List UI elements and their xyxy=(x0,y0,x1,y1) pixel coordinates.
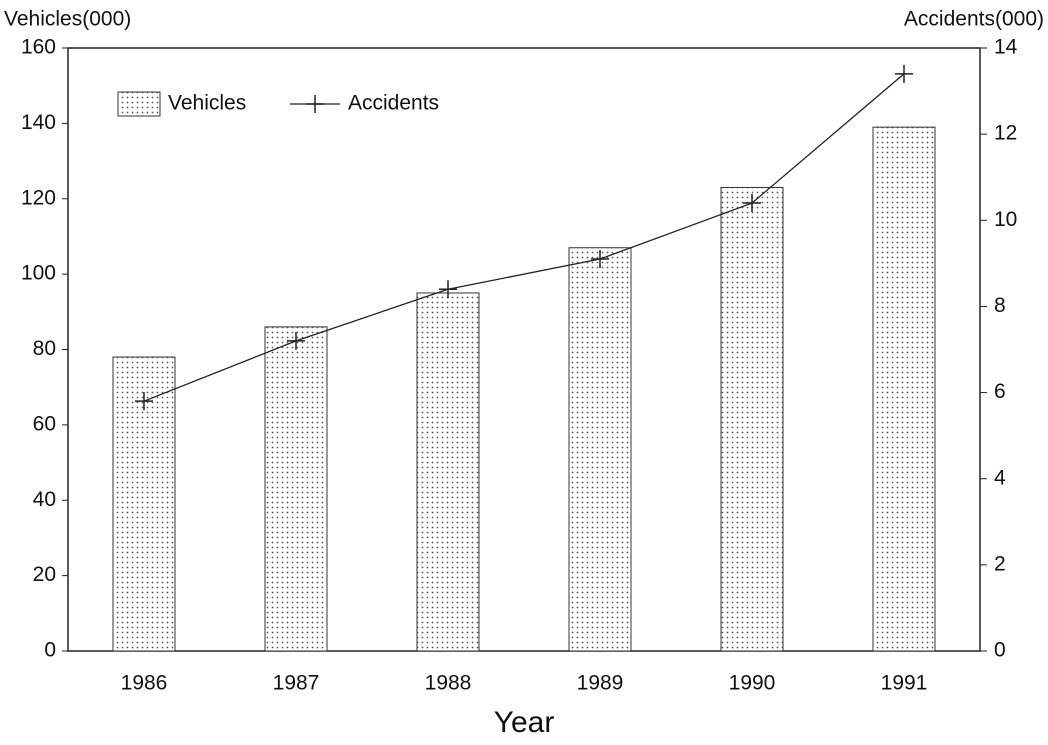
x-tick-label: 1989 xyxy=(577,672,624,695)
line-marker xyxy=(439,280,457,299)
x-tick-label: 1990 xyxy=(729,672,776,695)
y-tick-label: 100 xyxy=(21,262,56,285)
y2-tick-label: 6 xyxy=(994,380,1006,403)
x-tick-label: 1988 xyxy=(425,672,472,695)
y2-tick-label: 2 xyxy=(994,552,1006,575)
y-tick-label: 20 xyxy=(33,563,56,586)
line xyxy=(143,73,905,402)
y2-tick-label: 8 xyxy=(994,294,1006,317)
line-marker xyxy=(895,64,913,83)
y-tick-label: 160 xyxy=(21,36,56,59)
plot-frame xyxy=(67,47,981,652)
bar xyxy=(264,326,328,652)
legend-label: Vehicles xyxy=(168,92,246,115)
y-tick-label: 40 xyxy=(33,488,56,511)
line-marker xyxy=(743,194,761,213)
bar xyxy=(872,126,936,652)
line-marker xyxy=(135,392,153,411)
x-tick-label: 1987 xyxy=(273,672,320,695)
x-tick-label: 1986 xyxy=(121,672,168,695)
bar xyxy=(720,186,784,652)
y2-tick-label: 14 xyxy=(994,36,1018,59)
y-tick-label: 0 xyxy=(44,639,56,662)
y-tick-label: 140 xyxy=(21,111,56,134)
y-tick-label: 60 xyxy=(33,412,56,435)
x-tick-label: 1991 xyxy=(881,672,928,695)
legend-swatch xyxy=(117,91,161,117)
y2-axis-label: Accidents(000) xyxy=(904,8,1044,31)
y2-tick-label: 12 xyxy=(994,122,1017,145)
bar xyxy=(568,247,632,652)
line-marker xyxy=(287,331,305,350)
x-axis-label: Year xyxy=(494,706,555,739)
y2-tick-label: 0 xyxy=(994,639,1006,662)
legend-marker xyxy=(306,95,324,113)
y-tick-label: 80 xyxy=(33,337,56,360)
y2-tick-label: 4 xyxy=(994,466,1006,489)
y-tick-label: 120 xyxy=(21,186,56,209)
bar xyxy=(416,292,480,652)
y2-tick-label: 10 xyxy=(994,208,1017,231)
y-axis-label: Vehicles(000) xyxy=(4,8,131,31)
line-marker xyxy=(591,250,609,269)
legend-label: Accidents xyxy=(348,92,439,115)
